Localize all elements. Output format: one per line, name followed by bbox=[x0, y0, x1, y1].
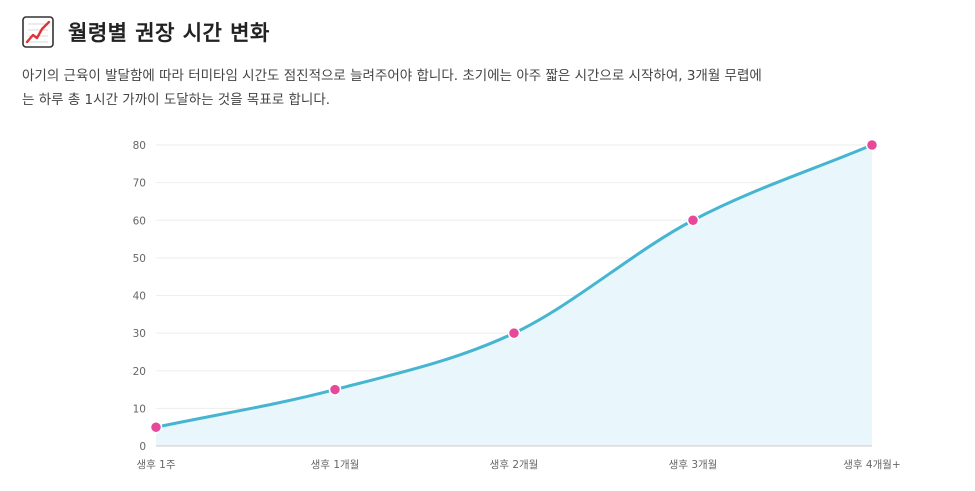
page-title: 월령별 권장 시간 변화 bbox=[68, 21, 270, 45]
y-tick-label: 20 bbox=[133, 366, 146, 378]
x-tick-label: 생후 2개월 bbox=[490, 459, 539, 471]
x-tick-label: 생후 3개월 bbox=[669, 459, 718, 471]
y-tick-label: 30 bbox=[133, 328, 146, 340]
data-point[interactable] bbox=[507, 326, 521, 340]
data-point[interactable] bbox=[686, 214, 700, 227]
header: 월령별 권장 시간 변화 bbox=[22, 16, 270, 48]
y-tick-label: 40 bbox=[133, 291, 146, 303]
y-tick-label: 0 bbox=[139, 441, 146, 453]
x-tick-label: 생후 1주 bbox=[137, 459, 176, 471]
data-points bbox=[149, 138, 879, 434]
data-point[interactable] bbox=[328, 383, 342, 396]
y-tick-label: 10 bbox=[133, 403, 146, 415]
y-axis-labels: 0 10 20 30 40 50 60 70 80 bbox=[133, 140, 146, 453]
x-axis-labels: 생후 1주 생후 1개월 생후 2개월 생후 3개월 생후 4개월+ bbox=[137, 459, 901, 471]
x-tick-label: 생후 1개월 bbox=[311, 459, 360, 471]
y-tick-label: 80 bbox=[133, 140, 146, 152]
data-point[interactable] bbox=[149, 420, 163, 434]
chart-increasing-icon bbox=[22, 16, 54, 48]
data-point[interactable] bbox=[865, 138, 879, 152]
y-tick-label: 70 bbox=[133, 178, 146, 190]
y-tick-label: 50 bbox=[133, 253, 146, 265]
y-tick-label: 60 bbox=[133, 215, 146, 227]
x-tick-label: 생후 4개월+ bbox=[843, 459, 900, 471]
description-text: 아기의 근육이 발달함에 따라 터미타임 시간도 점진적으로 늘려주어야 합니다… bbox=[22, 68, 762, 108]
